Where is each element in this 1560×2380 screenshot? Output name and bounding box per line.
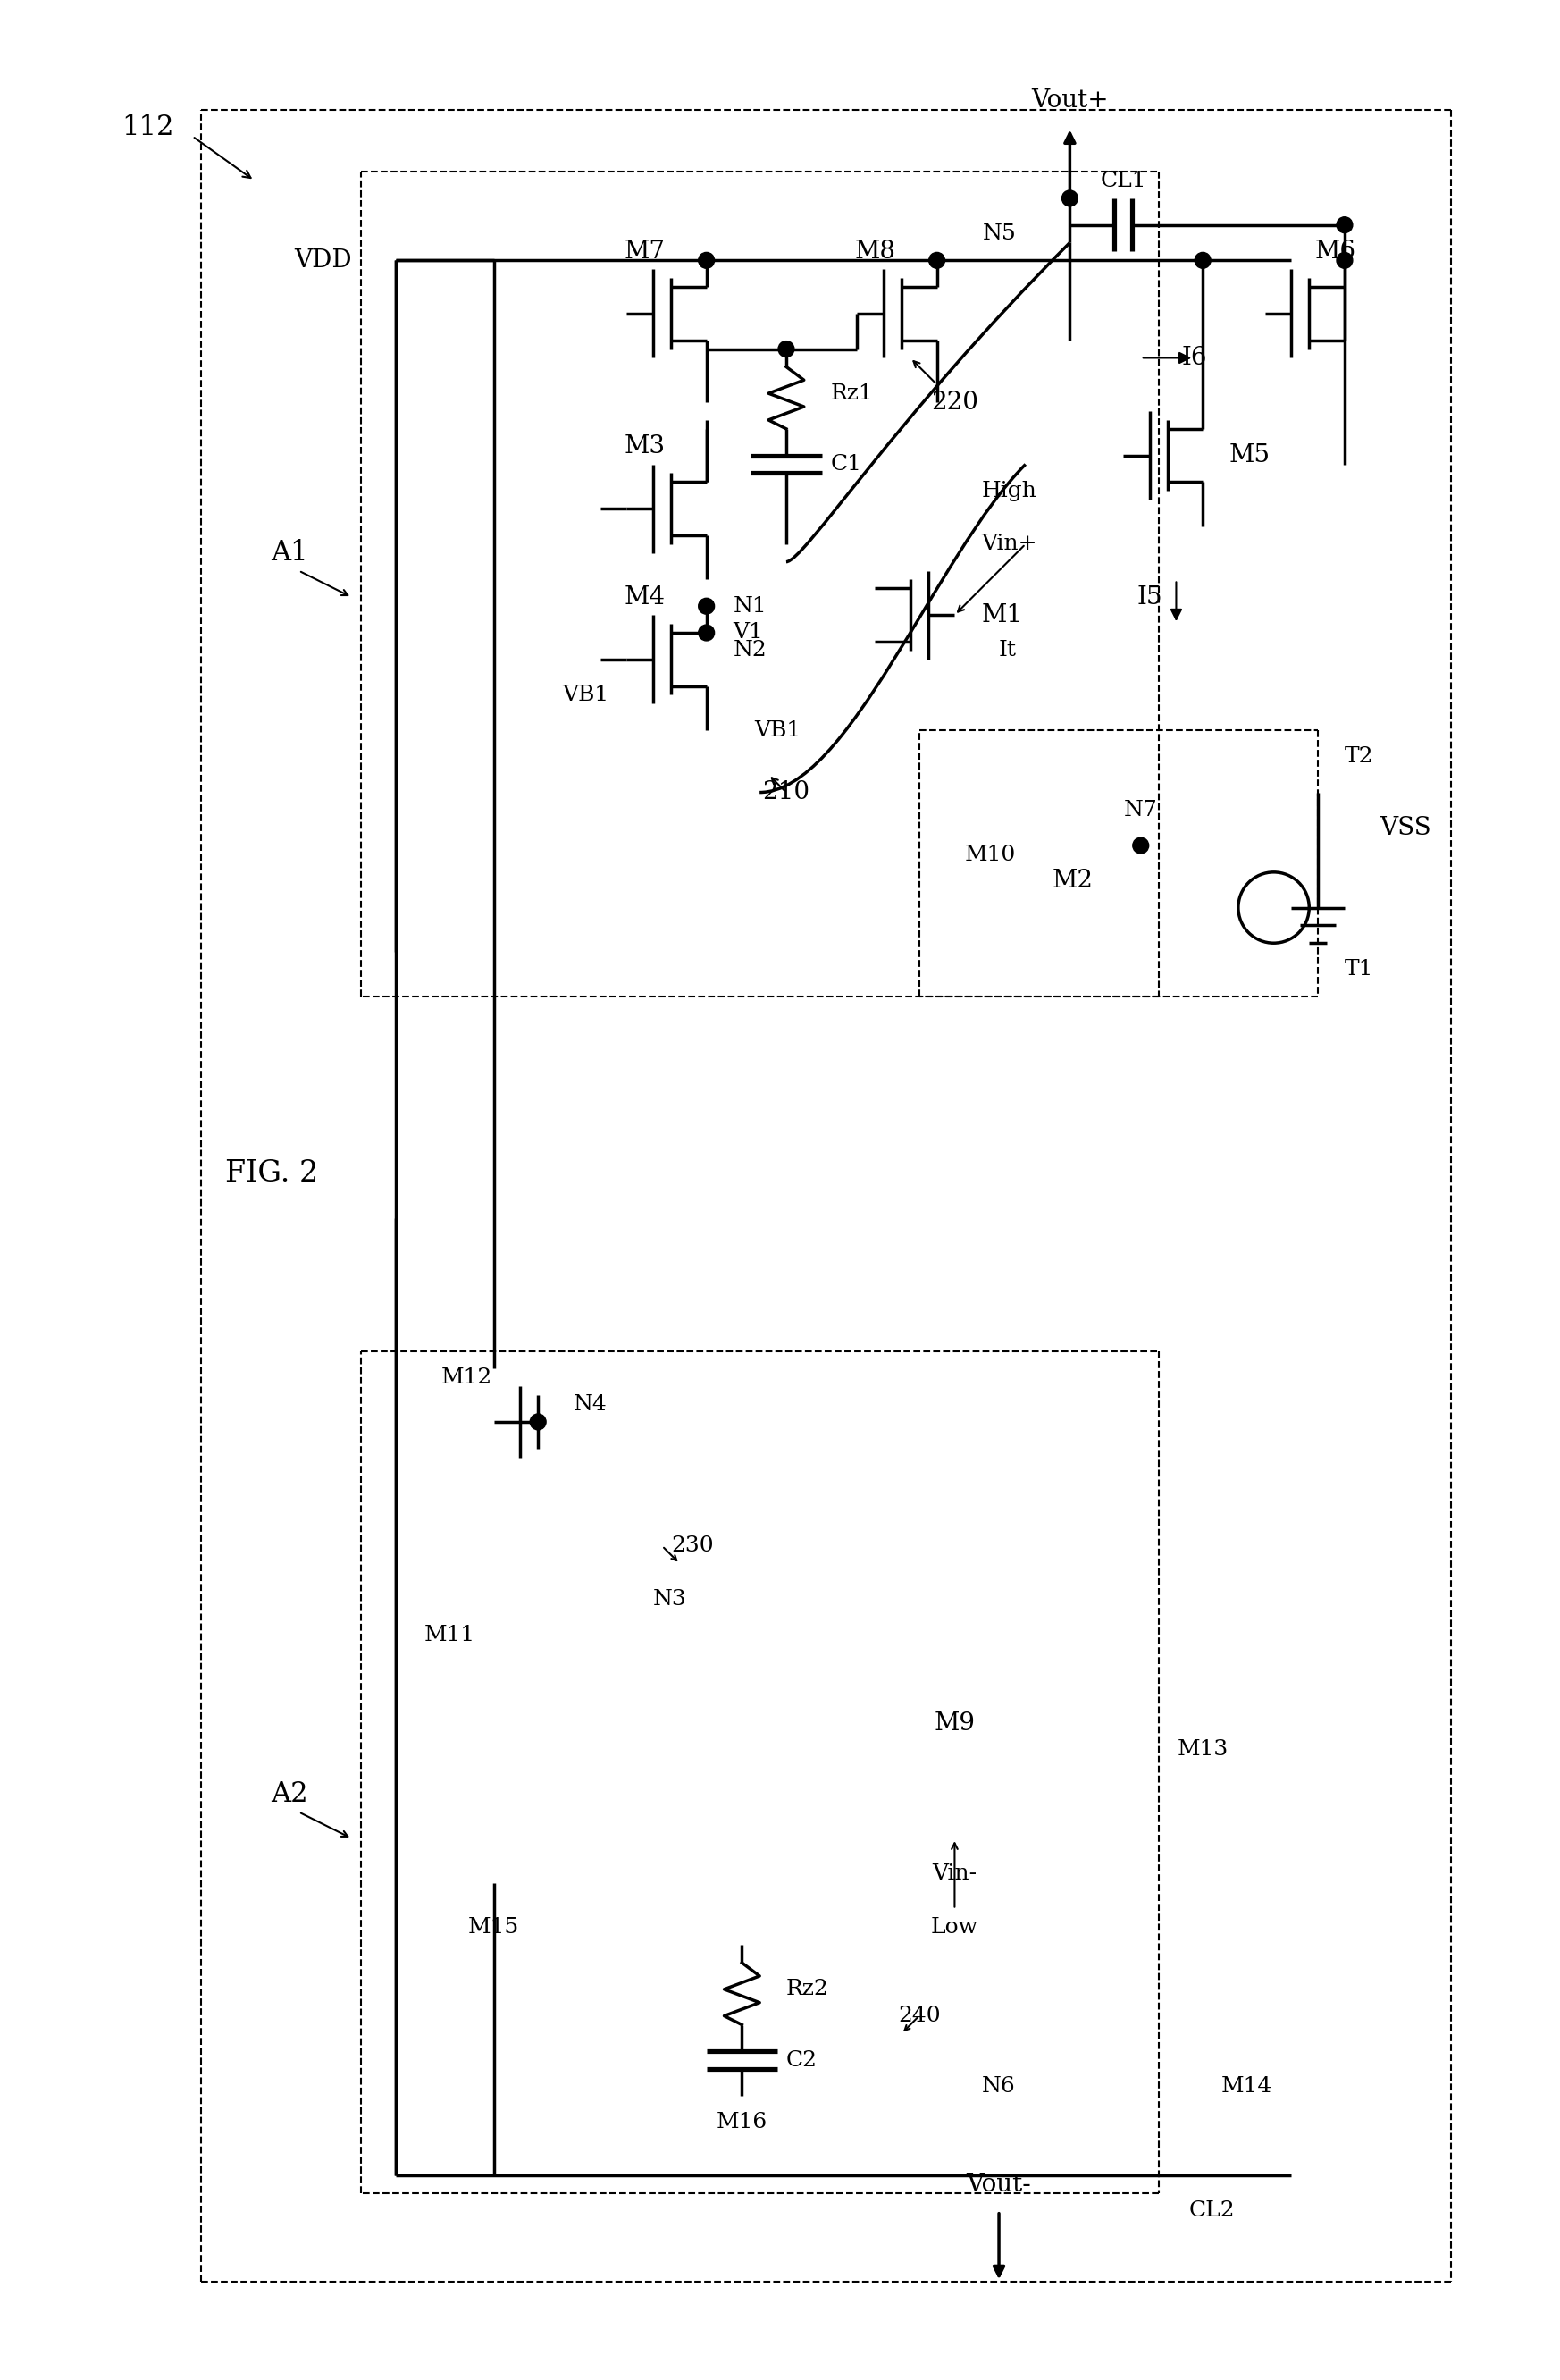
- Circle shape: [1337, 217, 1353, 233]
- Text: CL1: CL1: [1100, 171, 1147, 190]
- Text: Rz2: Rz2: [786, 1980, 828, 1999]
- Text: M8: M8: [855, 240, 895, 264]
- Text: M16: M16: [716, 2111, 768, 2132]
- Circle shape: [1337, 252, 1353, 269]
- Text: M5: M5: [1229, 443, 1270, 466]
- Text: FIG. 2: FIG. 2: [226, 1159, 318, 1188]
- Text: M4: M4: [624, 585, 665, 609]
- Text: V1: V1: [733, 624, 763, 643]
- Text: M14: M14: [1221, 2075, 1273, 2097]
- Text: VSS: VSS: [1381, 816, 1432, 840]
- Circle shape: [699, 252, 714, 269]
- Text: High: High: [981, 481, 1036, 502]
- Text: 240: 240: [899, 2006, 941, 2025]
- Circle shape: [928, 252, 945, 269]
- Text: M9: M9: [934, 1711, 975, 1735]
- Text: M1: M1: [981, 602, 1022, 626]
- Text: M3: M3: [624, 436, 665, 459]
- Circle shape: [1062, 190, 1078, 207]
- Text: Vout-: Vout-: [967, 2173, 1031, 2197]
- Circle shape: [530, 1414, 546, 1430]
- Text: N5: N5: [983, 224, 1017, 245]
- Text: A2: A2: [271, 1780, 309, 1809]
- Text: C1: C1: [830, 455, 861, 474]
- Text: Low: Low: [931, 1916, 978, 1937]
- Text: M12: M12: [441, 1366, 493, 1388]
- Text: VB1: VB1: [562, 685, 608, 704]
- Text: Vin+: Vin+: [981, 533, 1037, 555]
- Text: 112: 112: [122, 114, 175, 140]
- Text: C2: C2: [786, 2049, 817, 2071]
- Text: CL2: CL2: [1189, 2202, 1234, 2221]
- Circle shape: [699, 626, 714, 640]
- Text: M6: M6: [1315, 240, 1356, 264]
- Circle shape: [1195, 252, 1211, 269]
- Text: Rz1: Rz1: [830, 383, 874, 405]
- Text: 230: 230: [671, 1535, 713, 1557]
- Text: VB1: VB1: [753, 721, 800, 740]
- Circle shape: [699, 597, 714, 614]
- Text: It: It: [998, 640, 1017, 662]
- Text: M2: M2: [1051, 869, 1094, 892]
- Text: N6: N6: [983, 2075, 1016, 2097]
- Circle shape: [1133, 838, 1148, 854]
- Text: N4: N4: [574, 1395, 607, 1414]
- Text: M7: M7: [624, 240, 665, 264]
- Text: M11: M11: [424, 1626, 474, 1645]
- Text: M10: M10: [964, 845, 1016, 864]
- Text: VDD: VDD: [295, 248, 353, 271]
- Text: N3: N3: [654, 1590, 686, 1609]
- Text: N2: N2: [733, 640, 768, 662]
- Text: T2: T2: [1345, 747, 1374, 766]
- Text: I6: I6: [1181, 345, 1207, 369]
- Text: M15: M15: [468, 1916, 519, 1937]
- Text: N1: N1: [733, 595, 766, 616]
- Text: A1: A1: [271, 540, 309, 566]
- Text: M13: M13: [1178, 1740, 1228, 1761]
- Text: I5: I5: [1137, 585, 1162, 609]
- Text: 210: 210: [763, 781, 810, 804]
- Text: Vin-: Vin-: [933, 1864, 977, 1885]
- Text: Vout+: Vout+: [1031, 88, 1109, 112]
- Text: T1: T1: [1345, 959, 1373, 981]
- Text: N7: N7: [1123, 800, 1158, 821]
- Circle shape: [778, 340, 794, 357]
- Text: 220: 220: [931, 390, 978, 414]
